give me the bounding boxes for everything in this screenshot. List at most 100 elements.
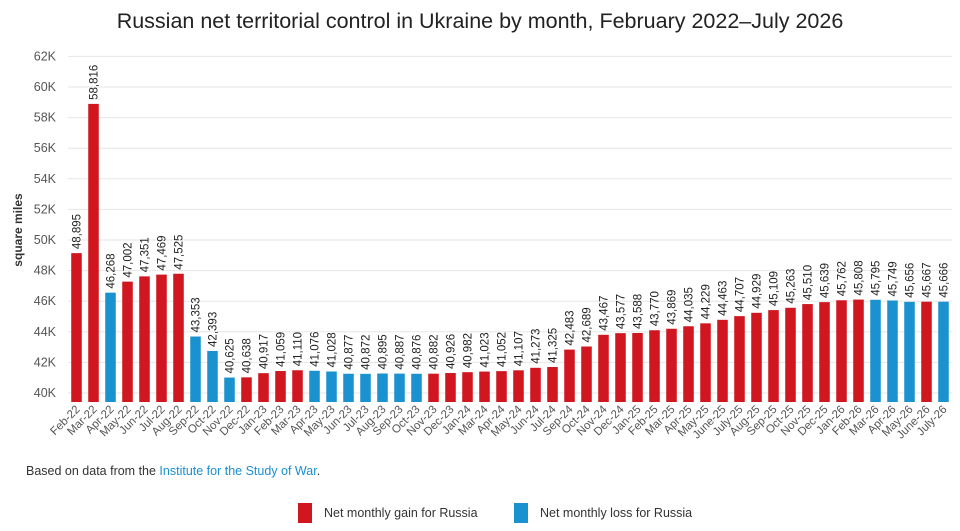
bar — [853, 299, 864, 402]
bar — [615, 333, 626, 402]
y-tick-label: 48K — [34, 264, 57, 278]
data-label: 40,638 — [242, 338, 254, 373]
chart-title: Russian net territorial control in Ukrai… — [116, 9, 844, 33]
data-label: 47,351 — [140, 237, 152, 272]
bar — [360, 373, 371, 402]
data-label: 42,689 — [582, 307, 594, 342]
bar — [717, 319, 728, 402]
bar — [666, 328, 677, 402]
data-label: 40,882 — [429, 335, 441, 370]
source-suffix: . — [316, 464, 321, 478]
data-label: 41,052 — [497, 332, 509, 367]
data-label: 40,926 — [446, 334, 458, 369]
data-label: 45,666 — [939, 263, 951, 298]
bar — [241, 377, 252, 402]
chart-legend: Net monthly gain for Russia Net monthly … — [0, 503, 960, 523]
bar — [258, 373, 269, 402]
bar — [581, 346, 592, 402]
y-axis-label: square miles — [11, 193, 25, 267]
data-label: 43,588 — [633, 294, 645, 329]
bar — [802, 304, 813, 402]
legend-item-gain: Net monthly gain for Russia — [298, 503, 478, 523]
bar — [904, 301, 915, 402]
bar — [836, 300, 847, 402]
bar — [394, 373, 405, 402]
bar — [88, 103, 99, 403]
bar — [156, 274, 167, 402]
data-label: 41,107 — [514, 331, 526, 366]
data-label: 42,483 — [565, 310, 577, 345]
bar — [326, 371, 337, 402]
legend-swatch-loss — [514, 503, 528, 523]
y-tick-label: 56K — [34, 141, 57, 155]
y-tick-label: 40K — [34, 386, 57, 400]
y-tick-label: 58K — [34, 111, 57, 125]
data-label: 45,510 — [803, 265, 815, 300]
y-tick-label: 46K — [34, 294, 57, 308]
data-label: 45,109 — [769, 271, 781, 306]
data-label: 40,917 — [259, 334, 271, 369]
data-label: 44,929 — [752, 274, 764, 309]
bar — [513, 370, 524, 402]
y-tick-label: 54K — [34, 172, 57, 186]
bar — [887, 300, 898, 402]
bar — [564, 349, 575, 402]
data-label: 45,762 — [837, 261, 849, 296]
data-label: 41,059 — [276, 332, 288, 367]
bar — [598, 334, 609, 402]
bar — [139, 276, 150, 402]
bar — [649, 330, 660, 402]
data-label: 45,656 — [905, 263, 917, 298]
y-tick-label: 62K — [34, 49, 57, 63]
data-label: 40,876 — [412, 335, 424, 370]
y-tick-label: 50K — [34, 233, 57, 247]
data-label: 47,469 — [157, 235, 169, 270]
data-label: 40,872 — [361, 335, 373, 370]
y-tick-label: 52K — [34, 202, 57, 216]
bar — [751, 312, 762, 402]
bar — [921, 301, 932, 402]
source-note: Based on data from the Institute for the… — [26, 464, 320, 478]
source-prefix: Based on data from the — [26, 464, 160, 478]
data-label: 44,463 — [718, 281, 730, 316]
data-label: 43,353 — [191, 297, 203, 332]
bar — [547, 367, 558, 402]
bar — [632, 332, 643, 402]
data-label: 40,982 — [463, 333, 475, 368]
bar — [768, 310, 779, 402]
bar — [173, 273, 184, 402]
y-tick-label: 60K — [34, 80, 57, 94]
data-label: 46,268 — [106, 253, 118, 288]
bar — [428, 373, 439, 402]
legend-item-loss: Net monthly loss for Russia — [514, 503, 692, 523]
bar — [462, 372, 473, 402]
bar — [190, 336, 201, 402]
bar — [870, 299, 881, 402]
data-label: 42,393 — [208, 312, 220, 347]
data-label: 43,770 — [650, 291, 662, 326]
bar — [479, 371, 490, 402]
data-label: 45,795 — [871, 261, 883, 296]
bar — [105, 292, 116, 402]
data-label: 45,749 — [888, 261, 900, 296]
y-tick-label: 42K — [34, 355, 57, 369]
y-tick-label: 44K — [34, 325, 57, 339]
bar — [292, 370, 303, 402]
data-label: 41,273 — [531, 329, 543, 364]
bar — [309, 370, 320, 402]
data-label: 43,869 — [667, 290, 679, 325]
data-label: 43,577 — [616, 294, 628, 329]
bar — [343, 373, 354, 402]
source-link[interactable]: Institute for the Study of War — [159, 464, 317, 478]
data-label: 45,263 — [786, 269, 798, 304]
data-label: 40,895 — [378, 334, 390, 369]
data-label: 41,028 — [327, 332, 339, 367]
data-label: 58,816 — [89, 65, 101, 100]
bar — [122, 281, 133, 402]
data-label: 40,887 — [395, 334, 407, 369]
data-label: 47,002 — [123, 242, 135, 277]
data-label: 47,525 — [174, 235, 186, 270]
bar — [734, 316, 745, 402]
data-label: 45,667 — [922, 263, 934, 298]
bar — [411, 373, 422, 402]
